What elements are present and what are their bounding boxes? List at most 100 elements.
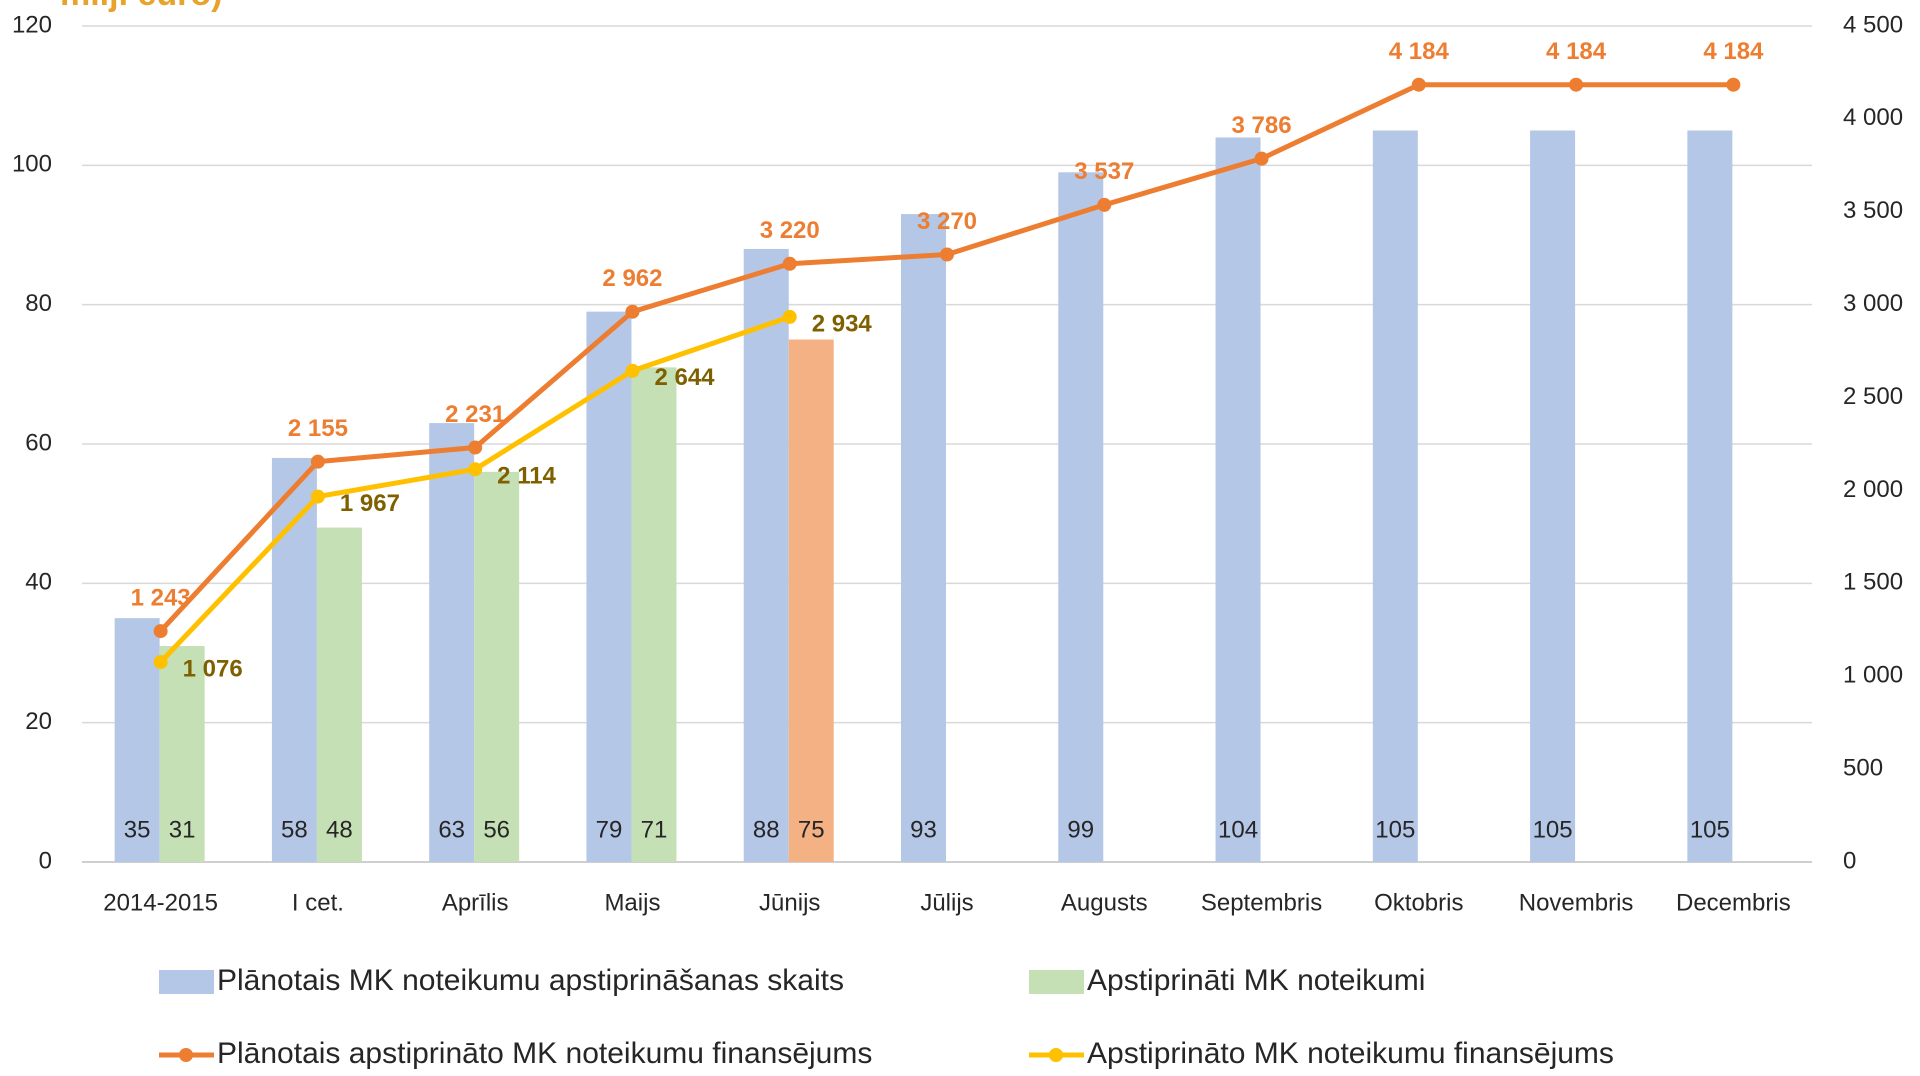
- x-tick-label: Decembris: [1676, 889, 1791, 916]
- y-tick-label: 80: [25, 290, 52, 317]
- bar: [316, 527, 362, 862]
- bar-value-label: 31: [169, 816, 196, 843]
- bar: [586, 311, 632, 863]
- y2-tick-label: 0: [1843, 847, 1856, 874]
- line-value-label: 2 114: [497, 463, 556, 490]
- bar-value-label: 35: [124, 816, 151, 843]
- y2-tick-label: 500: [1843, 754, 1883, 781]
- line-point: [153, 624, 168, 639]
- bar: [788, 339, 834, 862]
- bar-value-label: 93: [910, 816, 937, 843]
- bar: [901, 214, 946, 863]
- y2-tick-label: 4 500: [1843, 11, 1903, 38]
- line-value-label: 4 184: [1389, 38, 1450, 65]
- bar: [1058, 172, 1104, 863]
- x-tick-label: Maijs: [604, 889, 660, 916]
- bar: [429, 423, 475, 862]
- bar-value-label: 105: [1533, 816, 1573, 843]
- bar-value-label: 105: [1690, 816, 1730, 843]
- bar-value-label: 71: [641, 816, 668, 843]
- bar: [1372, 130, 1418, 862]
- line-point: [1411, 77, 1426, 92]
- x-tick-label: Septembris: [1201, 889, 1322, 916]
- bar: [1687, 130, 1733, 862]
- bar-value-label: 63: [438, 816, 465, 843]
- y2-tick-label: 1 500: [1843, 569, 1903, 596]
- line-value-label: 1 967: [340, 490, 400, 517]
- line-value-label: 2 231: [445, 401, 505, 428]
- line-point: [310, 454, 325, 469]
- bar-value-label: 56: [483, 816, 510, 843]
- line: [158, 82, 1734, 633]
- line-value-label: 1 076: [183, 655, 243, 682]
- line-value-label: 4 184: [1546, 38, 1607, 65]
- bar: [474, 471, 520, 862]
- line-point: [153, 655, 168, 670]
- x-tick-label: Augusts: [1061, 889, 1148, 916]
- x-tick-label: Jūlijs: [920, 889, 973, 916]
- y-tick-label: 120: [12, 11, 52, 38]
- bar-value-label: 88: [753, 816, 780, 843]
- bar-value-label: 79: [596, 816, 623, 843]
- legend-label: Apstiprināto MK noteikumu finansējums: [1087, 1037, 1614, 1070]
- y-tick-label: 60: [25, 429, 52, 456]
- line-point: [468, 462, 483, 477]
- line-point: [468, 440, 483, 455]
- line-point: [1726, 77, 1741, 92]
- y2-tick-label: 3 500: [1843, 197, 1903, 224]
- x-tick-label: I cet.: [292, 889, 344, 916]
- legend-label: Plānotais MK noteikumu apstiprināšanas s…: [217, 964, 844, 997]
- legend-label: Apstiprināti MK noteikumi: [1087, 964, 1425, 997]
- bar-value-label: 99: [1067, 816, 1094, 843]
- bar-value-label: 48: [326, 816, 353, 843]
- line-value-label: 4 184: [1703, 38, 1764, 65]
- legend-swatch: [1029, 970, 1084, 994]
- line-value-label: 3 220: [760, 217, 820, 244]
- line-point: [625, 363, 640, 378]
- line-value-label: 3 270: [917, 208, 977, 235]
- line-point: [782, 309, 797, 324]
- bar: [159, 646, 205, 862]
- y-tick-label: 20: [25, 708, 52, 735]
- line-value-label: 2 962: [602, 265, 662, 292]
- bar-value-label: 104: [1218, 816, 1258, 843]
- line-value-label: 2 155: [288, 415, 348, 442]
- x-tick-label: Aprīlis: [442, 889, 509, 916]
- chart-title: milj. euro): [60, 0, 222, 13]
- y2-tick-label: 2 000: [1843, 476, 1903, 503]
- x-tick-label: 2014-2015: [103, 889, 218, 916]
- line-value-label: 3 786: [1232, 112, 1292, 139]
- legend-label: Plānotais apstiprināto MK noteikumu fina…: [217, 1037, 872, 1070]
- legend-swatch: [159, 970, 214, 994]
- bar-value-label: 105: [1375, 816, 1415, 843]
- y2-tick-label: 3 000: [1843, 290, 1903, 317]
- y-tick-label: 100: [12, 151, 52, 178]
- legend-swatch: [179, 1048, 193, 1062]
- bar: [1215, 137, 1261, 862]
- y2-tick-label: 1 000: [1843, 662, 1903, 689]
- y-tick-label: 40: [25, 569, 52, 596]
- line-point: [1254, 151, 1269, 166]
- line-value-label: 3 537: [1074, 158, 1134, 185]
- legend-swatch: [1049, 1048, 1063, 1062]
- bar: [271, 457, 317, 862]
- x-tick-label: Novembris: [1519, 889, 1634, 916]
- line-value-label: 1 243: [131, 584, 191, 611]
- x-tick-label: Jūnijs: [759, 889, 820, 916]
- line-value-label: 2 934: [812, 310, 873, 337]
- line-point: [782, 256, 797, 271]
- bar-value-label: 75: [798, 816, 825, 843]
- bar-value-label: 58: [281, 816, 308, 843]
- line-value-label: 2 644: [654, 364, 715, 391]
- bar: [1530, 130, 1576, 862]
- line-point: [310, 489, 325, 504]
- line-point: [940, 247, 954, 262]
- bar: [114, 618, 160, 862]
- bar: [631, 367, 677, 862]
- x-tick-label: Oktobris: [1374, 889, 1463, 916]
- line-point: [1097, 197, 1112, 212]
- bar: [743, 248, 789, 862]
- y2-tick-label: 4 000: [1843, 104, 1903, 131]
- y2-tick-label: 2 500: [1843, 383, 1903, 410]
